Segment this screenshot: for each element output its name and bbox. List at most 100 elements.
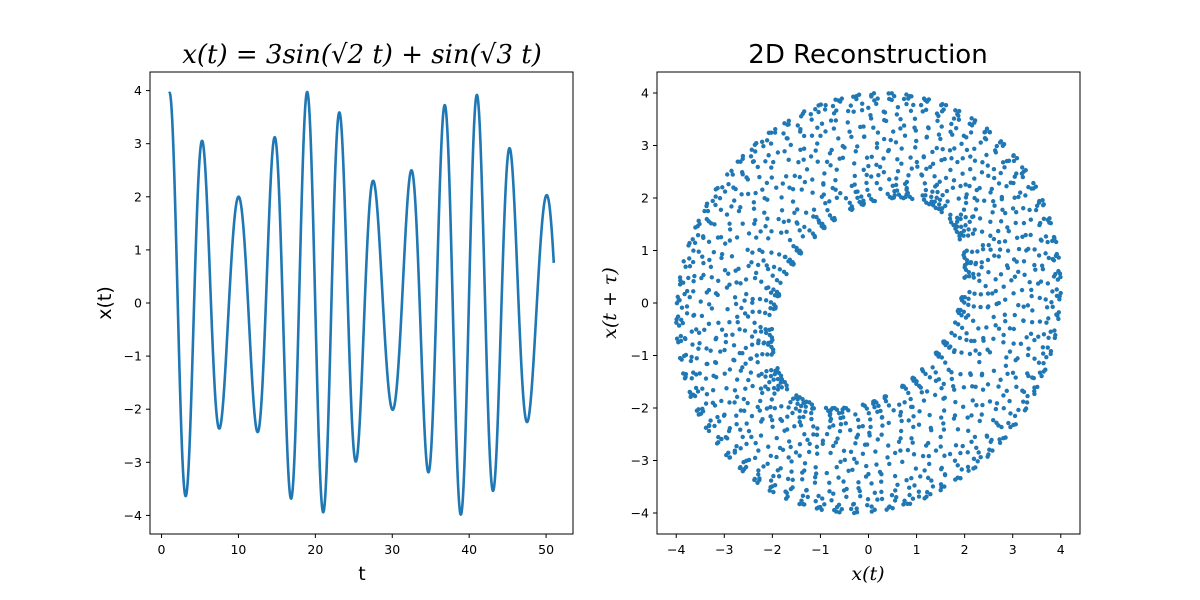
reconstruction-point xyxy=(757,296,763,302)
reconstruction-point xyxy=(928,492,933,497)
reconstruction-point xyxy=(914,138,919,144)
reconstruction-point xyxy=(948,344,953,349)
reconstruction-point xyxy=(956,108,962,114)
reconstruction-y-tick-label: 4 xyxy=(641,86,649,101)
reconstruction-point xyxy=(765,461,770,466)
reconstruction-point xyxy=(763,327,768,332)
reconstruction-point xyxy=(681,259,686,264)
reconstruction-point xyxy=(791,244,796,249)
reconstruction-point xyxy=(716,419,722,424)
reconstruction-point xyxy=(706,302,712,307)
reconstruction-point xyxy=(979,229,985,234)
reconstruction-point xyxy=(754,140,759,146)
reconstruction-point xyxy=(1008,411,1013,416)
reconstruction-point xyxy=(998,377,1003,382)
reconstruction-point xyxy=(810,177,815,182)
reconstruction-point xyxy=(793,450,799,455)
reconstruction-point xyxy=(838,421,844,427)
reconstruction-point xyxy=(898,409,904,415)
reconstruction-point xyxy=(955,219,960,224)
reconstruction-point xyxy=(1030,375,1035,380)
reconstruction-point xyxy=(972,195,977,201)
reconstruction-point xyxy=(900,459,905,465)
reconstruction-point xyxy=(820,496,825,501)
reconstruction-point xyxy=(836,98,841,103)
reconstruction-point xyxy=(879,496,885,502)
reconstruction-point xyxy=(700,406,705,411)
reconstruction-point xyxy=(745,191,751,197)
reconstruction-point xyxy=(837,428,843,434)
reconstruction-point xyxy=(772,406,778,411)
reconstruction-point xyxy=(768,478,774,483)
reconstruction-point xyxy=(897,402,902,407)
reconstruction-point xyxy=(856,424,862,430)
reconstruction-point xyxy=(684,304,690,309)
reconstruction-point xyxy=(972,338,977,344)
reconstruction-point xyxy=(934,111,940,116)
reconstruction-point xyxy=(814,432,820,438)
reconstruction-point xyxy=(752,455,758,461)
reconstruction-point xyxy=(980,246,986,252)
reconstruction-point xyxy=(681,353,687,359)
reconstruction-point xyxy=(711,249,717,255)
reconstruction-point xyxy=(691,289,696,294)
reconstruction-point xyxy=(727,367,733,372)
reconstruction-point xyxy=(843,196,849,201)
reconstruction-point xyxy=(774,277,780,283)
reconstruction-point xyxy=(910,440,915,445)
reconstruction-point xyxy=(1046,255,1051,261)
reconstruction-point xyxy=(767,488,772,493)
reconstruction-point xyxy=(1007,349,1013,354)
reconstruction-point xyxy=(715,292,720,298)
reconstruction-point xyxy=(704,361,709,367)
reconstruction-point xyxy=(808,112,814,117)
reconstruction-point xyxy=(805,437,810,443)
reconstruction-point xyxy=(751,200,757,205)
reconstruction-point xyxy=(739,305,744,311)
reconstruction-point xyxy=(813,148,818,153)
reconstruction-point xyxy=(1050,238,1055,244)
reconstruction-point xyxy=(969,338,974,344)
reconstruction-point xyxy=(1032,247,1037,252)
reconstruction-point xyxy=(1026,246,1031,252)
reconstruction-point xyxy=(723,339,729,345)
reconstruction-point xyxy=(892,498,898,503)
reconstruction-point xyxy=(1035,281,1041,286)
reconstruction-point xyxy=(996,254,1001,259)
reconstruction-point xyxy=(797,174,802,180)
reconstruction-point xyxy=(963,214,968,220)
reconstruction-point xyxy=(740,434,745,440)
reconstruction-point xyxy=(1040,351,1046,356)
reconstruction-point xyxy=(811,432,816,437)
reconstruction-point xyxy=(904,101,909,107)
reconstruction-point xyxy=(963,200,969,206)
reconstruction-point xyxy=(970,231,976,236)
reconstruction-point xyxy=(869,504,874,509)
reconstruction-point xyxy=(982,198,987,203)
reconstruction-point xyxy=(1053,239,1059,245)
reconstruction-point xyxy=(1040,202,1046,208)
time-series-y-tick-label: −1 xyxy=(124,349,142,364)
reconstruction-point xyxy=(714,335,719,341)
reconstruction-point xyxy=(739,170,745,175)
reconstruction-point xyxy=(813,471,819,476)
reconstruction-point xyxy=(1020,165,1025,170)
reconstruction-point xyxy=(984,325,989,330)
reconstruction-point xyxy=(1007,398,1012,404)
reconstruction-point xyxy=(921,197,927,202)
reconstruction-point xyxy=(780,181,786,186)
reconstruction-point xyxy=(1011,153,1016,158)
reconstruction-point xyxy=(899,418,904,424)
reconstruction-point xyxy=(1011,341,1016,346)
reconstruction-point xyxy=(768,485,773,490)
reconstruction-point xyxy=(674,320,679,325)
reconstruction-point xyxy=(782,380,787,385)
reconstruction-point xyxy=(792,210,797,215)
reconstruction-point xyxy=(745,177,751,182)
reconstruction-point xyxy=(734,280,739,285)
reconstruction-point xyxy=(1037,319,1043,324)
reconstruction-point xyxy=(717,195,723,201)
time-series-x-tick-label: 20 xyxy=(307,542,323,557)
reconstruction-point xyxy=(797,415,802,420)
reconstruction-point xyxy=(797,501,802,507)
